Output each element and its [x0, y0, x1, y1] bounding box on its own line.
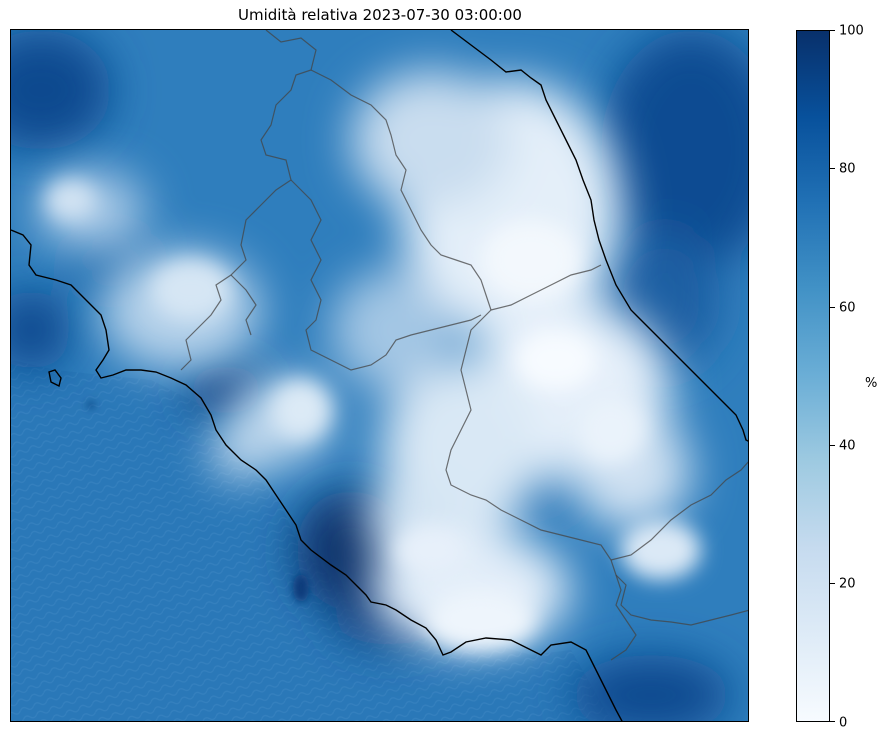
humidity-map	[11, 30, 748, 721]
colorbar-tick	[830, 168, 835, 169]
colorbar-tick	[830, 307, 835, 308]
colorbar-tick	[830, 30, 835, 31]
colorbar	[796, 30, 830, 722]
map-title: Umidità relativa 2023-07-30 03:00:00	[238, 6, 522, 24]
colorbar-label: 0	[839, 715, 848, 731]
colorbar-label: 40	[839, 438, 856, 454]
colorbar-unit: %	[865, 376, 878, 391]
regional-borders	[180, 30, 748, 661]
colorbar-label: 100	[839, 23, 864, 39]
colorbar-label: 80	[839, 161, 856, 177]
lakes	[87, 402, 309, 602]
colorbar-label: 20	[839, 576, 856, 592]
bright-patches	[46, 180, 701, 650]
colorbar-tick	[830, 445, 835, 446]
colorbar-tick	[830, 583, 835, 584]
sea-texture	[11, 360, 611, 721]
colorbar-tick	[830, 721, 835, 722]
colorbar-label: 60	[839, 300, 856, 316]
coastline	[11, 30, 748, 721]
map-frame	[10, 29, 749, 722]
dry-areas	[36, 70, 691, 650]
